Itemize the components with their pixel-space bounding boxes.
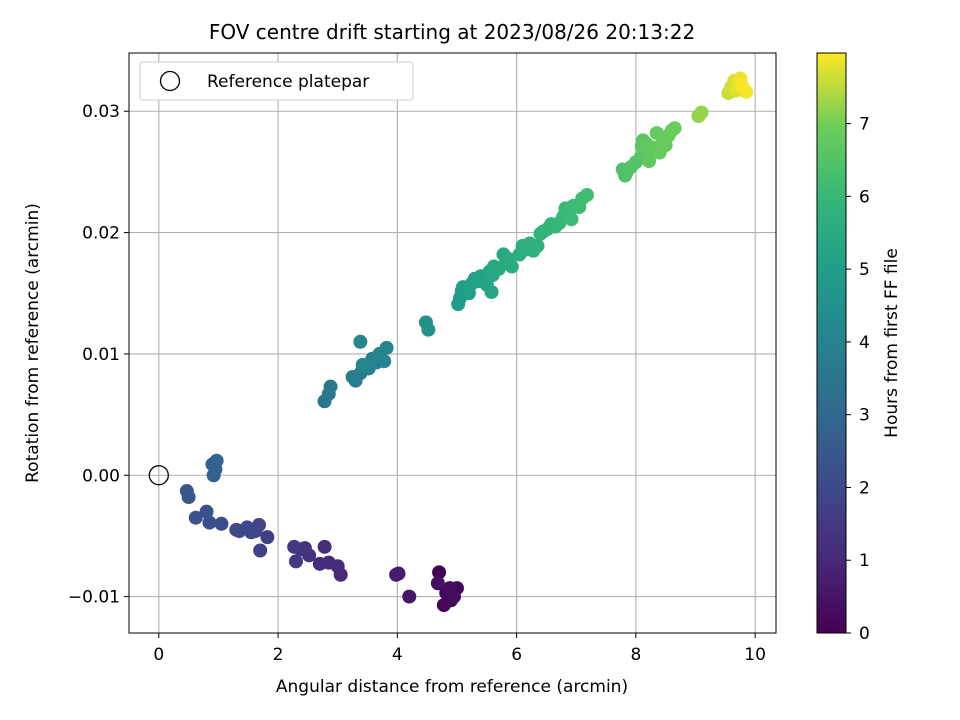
colorbar: 0 1 2 3 4 5 6 7 Hours from first FF file xyxy=(816,52,902,644)
data-point xyxy=(484,285,499,300)
y-tick-label: 0.02 xyxy=(82,224,120,244)
x-tick-label: 4 xyxy=(392,645,403,665)
data-point xyxy=(421,322,436,337)
colorbar-label: Hours from first FF file xyxy=(882,248,902,438)
colorbar-tick-label: 5 xyxy=(859,260,870,280)
data-point xyxy=(179,484,194,499)
data-point xyxy=(432,565,447,580)
data-point xyxy=(288,554,303,569)
y-tick-label: 0.01 xyxy=(82,345,120,365)
colorbar-tick-label: 0 xyxy=(859,624,870,644)
plot-frame xyxy=(128,52,777,634)
data-point xyxy=(504,259,519,274)
data-points xyxy=(179,71,754,613)
data-point xyxy=(430,576,445,591)
colorbar-tick-label: 6 xyxy=(859,187,870,207)
colorbar-tick-label: 1 xyxy=(859,551,870,571)
data-point xyxy=(260,530,275,545)
data-point xyxy=(402,589,417,604)
reference-point xyxy=(148,465,169,486)
data-point xyxy=(442,581,457,596)
legend-marker-icon xyxy=(159,70,181,92)
y-tick-label: −0.01 xyxy=(68,588,120,608)
data-point xyxy=(355,357,370,372)
data-point xyxy=(317,539,332,554)
chart-title: FOV centre drift starting at 2023/08/26 … xyxy=(209,20,695,44)
data-point xyxy=(377,354,392,369)
y-axis-ticks: −0.01 0.00 0.01 0.02 0.03 xyxy=(68,102,129,608)
x-tick-label: 10 xyxy=(744,645,766,665)
data-point xyxy=(188,510,203,525)
data-point xyxy=(214,516,229,531)
data-point xyxy=(579,187,594,202)
data-point xyxy=(287,539,302,554)
colorbar-ticks: 0 1 2 3 4 5 6 7 xyxy=(846,115,870,644)
data-point xyxy=(694,105,709,120)
grid-lines xyxy=(129,53,776,633)
data-point xyxy=(389,567,404,582)
data-point xyxy=(199,504,214,519)
data-point xyxy=(253,543,268,558)
x-tick-label: 8 xyxy=(630,645,641,665)
colorbar-tick-label: 2 xyxy=(859,478,870,498)
x-tick-label: 0 xyxy=(153,645,164,665)
data-point xyxy=(209,453,224,468)
legend-label: Reference platepar xyxy=(207,72,369,92)
colorbar-tick-label: 3 xyxy=(859,406,870,426)
data-point xyxy=(735,78,750,93)
data-point xyxy=(667,121,682,136)
x-axis-label: Angular distance from reference (arcmin) xyxy=(276,677,628,697)
data-point xyxy=(564,212,579,227)
x-tick-label: 6 xyxy=(511,645,522,665)
y-tick-label: 0.03 xyxy=(82,102,120,122)
legend: Reference platepar xyxy=(139,61,414,101)
reference-marker xyxy=(148,465,169,486)
data-point xyxy=(323,379,338,394)
data-point xyxy=(312,556,327,571)
colorbar-tick-label: 4 xyxy=(859,333,870,353)
data-point xyxy=(530,238,545,253)
y-tick-label: 0.00 xyxy=(82,466,120,486)
x-axis-ticks: 0 2 4 6 8 10 xyxy=(153,633,766,665)
data-point xyxy=(229,522,244,537)
colorbar-tick-label: 7 xyxy=(859,115,870,135)
legend-box xyxy=(139,61,414,101)
colorbar-gradient xyxy=(816,52,847,634)
data-point xyxy=(353,334,368,349)
x-tick-label: 2 xyxy=(273,645,284,665)
data-point xyxy=(202,515,217,530)
y-axis-label: Rotation from reference (arcmin) xyxy=(23,203,43,483)
data-point xyxy=(379,340,394,355)
